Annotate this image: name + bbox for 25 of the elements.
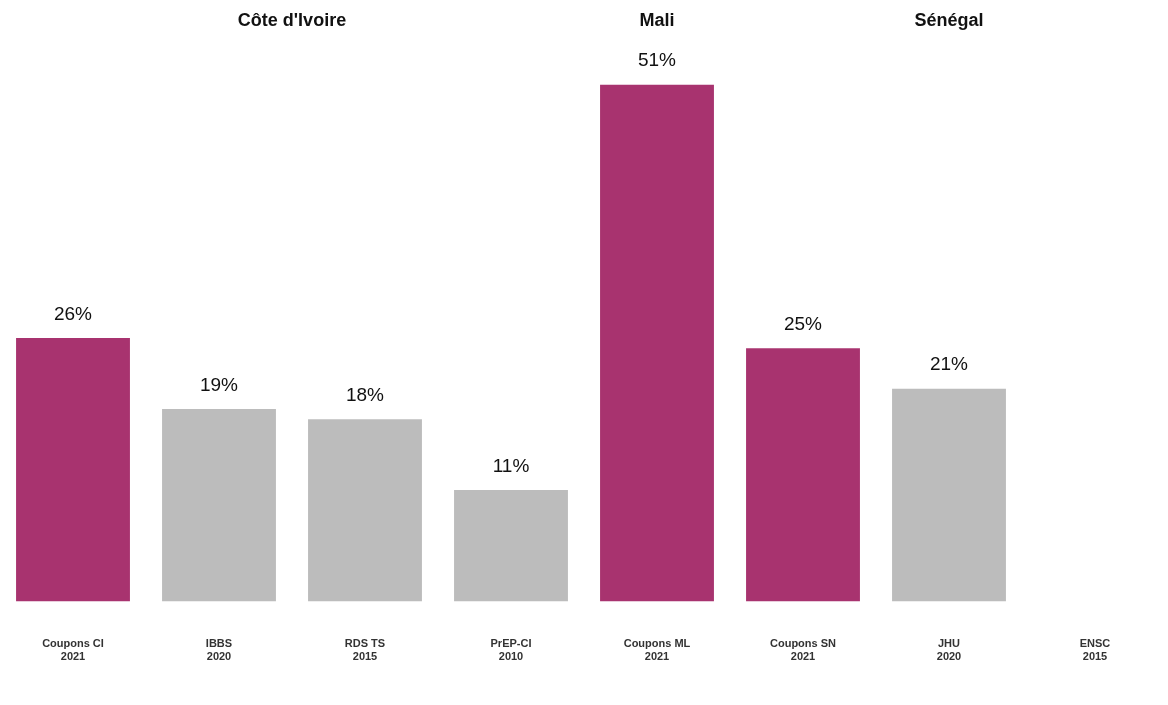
x-tick-label: IBBS 2020	[205, 637, 233, 663]
bar	[162, 409, 276, 602]
bar	[16, 338, 130, 602]
data-label: 26%	[53, 302, 93, 324]
data-label: 25%	[783, 312, 823, 334]
data-label: 18%	[345, 383, 385, 405]
data-label: 19%	[199, 373, 239, 395]
x-tick-label: Coupons ML 2021	[623, 637, 691, 663]
bar	[746, 348, 860, 602]
data-label: 21%	[929, 353, 969, 375]
x-tick-label: Coupons SN 2021	[770, 637, 837, 663]
x-tick-label: PrEP-CI 2010	[490, 637, 532, 663]
text: Mali	[639, 9, 675, 30]
x-tick-label: JHU 2020	[936, 637, 962, 663]
bar	[892, 388, 1006, 602]
text: Côte d'Ivoire	[237, 9, 347, 30]
text: Sénégal	[914, 9, 984, 30]
x-tick-label: RDS TS 2015	[344, 637, 386, 663]
bar	[454, 490, 568, 602]
x-tick-label: Coupons CI 2021	[42, 637, 104, 663]
data-label: 51%	[637, 49, 677, 71]
bar	[308, 419, 422, 602]
x-tick-label: ENSC 2015	[1079, 637, 1111, 663]
data-label: 11%	[492, 454, 530, 476]
bar	[600, 84, 714, 602]
